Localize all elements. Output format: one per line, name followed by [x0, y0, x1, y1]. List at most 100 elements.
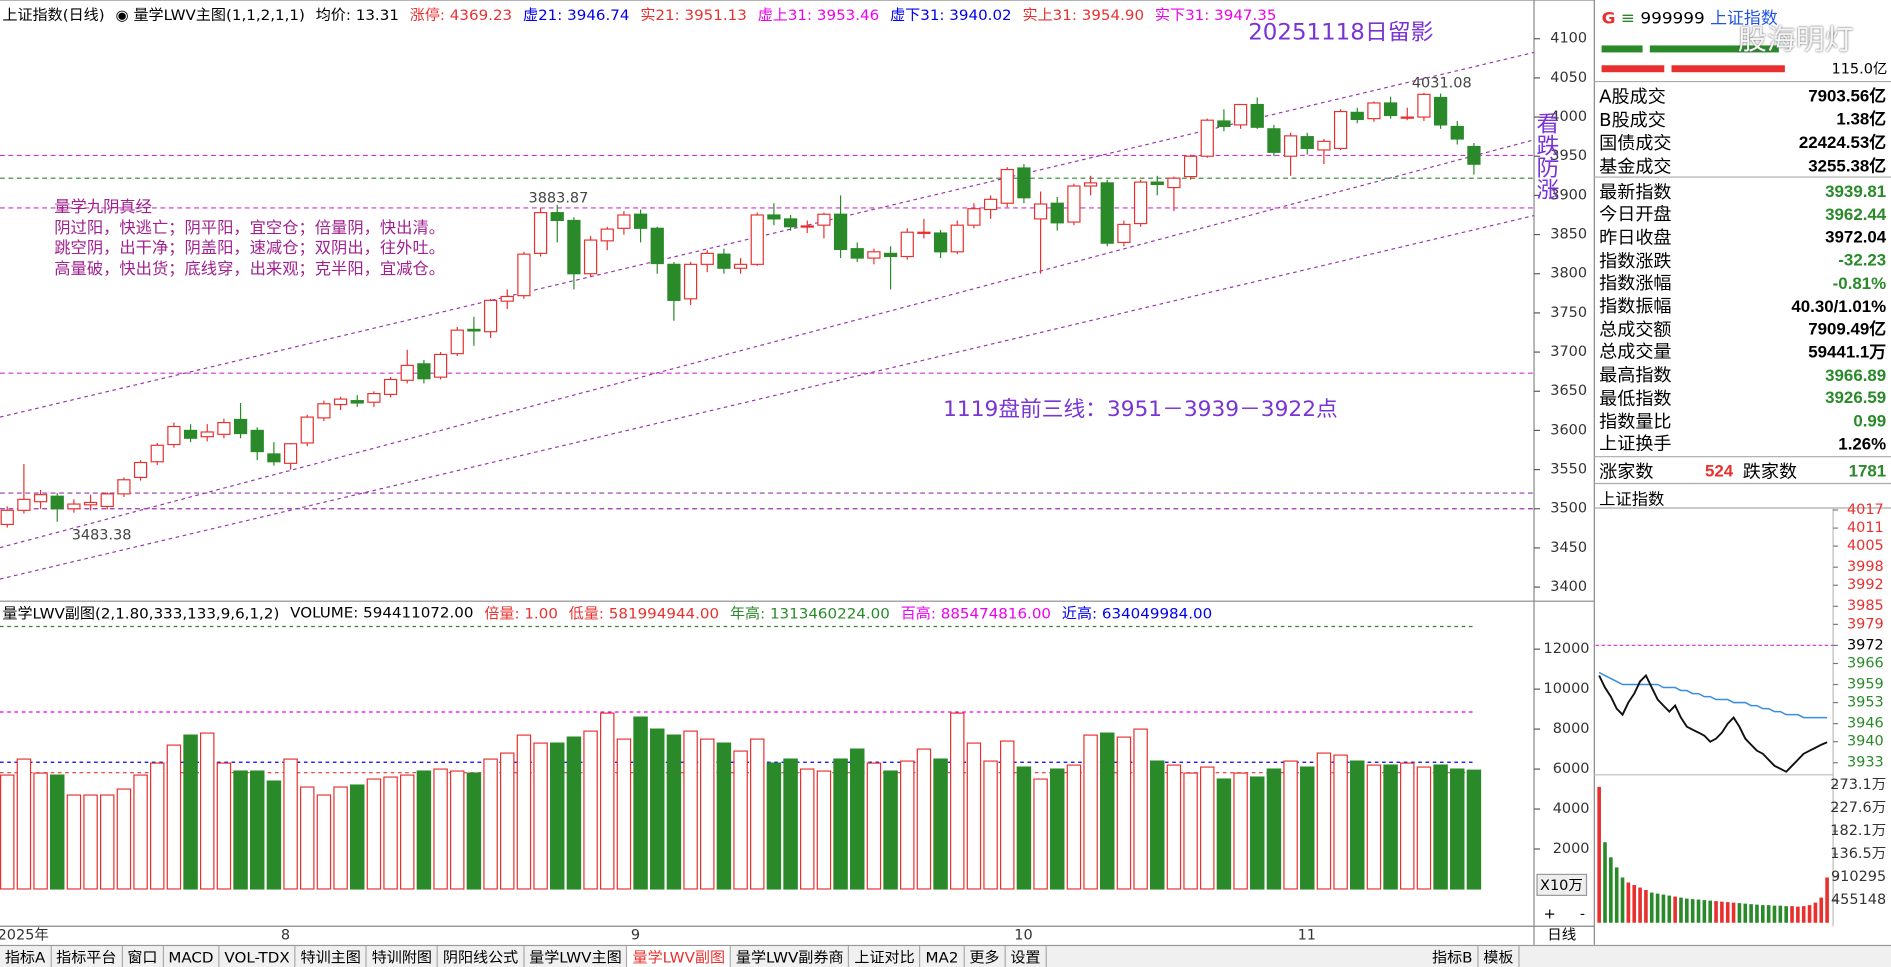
candle-body — [800, 225, 814, 228]
intraday-volume — [1778, 905, 1783, 923]
volume-bar — [1400, 762, 1415, 890]
candle-body — [200, 431, 214, 438]
candle-body — [167, 425, 181, 446]
candle-body — [267, 453, 281, 463]
volume-bar — [1433, 764, 1448, 890]
tab[interactable]: 更多 — [964, 946, 1006, 967]
volume-bar — [1200, 766, 1215, 890]
volume-bar — [816, 770, 832, 890]
y-tick-label: 3979 — [1847, 616, 1884, 632]
trend-line — [0, 51, 1535, 418]
tab[interactable]: 窗口 — [123, 946, 164, 967]
volume-bar — [733, 750, 748, 890]
volume-bar — [300, 786, 315, 890]
row-value: 40.30/1.01% — [1791, 296, 1887, 316]
tab[interactable]: 特训主图 — [296, 946, 367, 967]
tab[interactable]: 量学LWV主图 — [524, 946, 628, 967]
volume-bar — [1033, 778, 1048, 890]
candle-body — [1283, 135, 1298, 157]
scripture-line: 阴过阳，快逃亡；阴平阳，宜空仓；倍量阴，快出清。 — [54, 218, 446, 238]
row-label: 上证换手 — [1599, 433, 1672, 455]
y-tick-label: 4100 — [1550, 31, 1587, 47]
volume-bar — [616, 738, 632, 890]
tab[interactable]: 指标A — [0, 946, 52, 967]
candle-body — [1433, 96, 1448, 126]
volume-bar — [133, 774, 148, 890]
legend-item: 虚上31: 3953.46 — [757, 5, 880, 23]
period-button[interactable]: 日线 — [1547, 927, 1576, 944]
tab[interactable]: MA2 — [921, 946, 965, 967]
vertical-note: 看跌防涨 — [1532, 111, 1560, 201]
tab[interactable]: 量学LWV副券商 — [731, 946, 850, 967]
index-row: 最高指数 3966.89 — [1599, 363, 1886, 386]
turnover-row: 基金成交 3255.38亿 — [1599, 154, 1886, 177]
volume-legend: 量学LWV副图(2,1.80,333,133,9,6,1,2) VOLUME: 5… — [2, 601, 1212, 622]
name: 上证指数 — [1710, 9, 1778, 28]
y-tick-label: 10000 — [1544, 681, 1590, 697]
candle-body — [1033, 203, 1048, 220]
volume-bar — [216, 762, 232, 890]
spacer — [1520, 946, 1891, 967]
volume-bar — [916, 748, 932, 890]
tab[interactable]: VOL-TDX — [220, 946, 296, 967]
tab[interactable]: 指标平台 — [51, 946, 123, 967]
tab[interactable]: 上证对比 — [850, 946, 921, 967]
tab[interactable]: 指标B — [1427, 946, 1479, 967]
candle-body — [1050, 202, 1064, 224]
row-value: 3972.04 — [1825, 227, 1887, 247]
volume-bar — [833, 758, 848, 890]
volume-bar — [1016, 766, 1032, 890]
candle-body — [1067, 185, 1081, 223]
tab[interactable]: 特训附图 — [367, 946, 439, 967]
row-label: 总成交量 — [1599, 341, 1672, 363]
volume-bar — [350, 784, 365, 890]
y-tick-label: 3800 — [1550, 266, 1587, 282]
candle-body — [1233, 103, 1248, 126]
volume-bar — [83, 794, 98, 890]
x-tick-label: 8 — [281, 928, 290, 944]
volume-bar — [1333, 754, 1348, 890]
legend-item: 虚下31: 3940.02 — [890, 5, 1012, 23]
trend-line — [0, 214, 1535, 580]
volume-bar — [966, 742, 982, 890]
intraday-volume — [1685, 898, 1689, 923]
volume-bar — [566, 736, 582, 890]
y-tick-label: 3950 — [1550, 148, 1587, 164]
tab[interactable]: MACD — [164, 946, 220, 967]
volume-bar — [1283, 760, 1298, 890]
candle-body — [500, 295, 514, 302]
index-row: 指数涨跌 -32.23 — [1599, 248, 1886, 271]
volume-bar — [783, 758, 798, 890]
intraday-volume — [1644, 890, 1648, 923]
candle-body — [917, 231, 931, 234]
avg-line — [1598, 671, 1828, 719]
candle-body — [1200, 119, 1214, 157]
volume-bar — [1266, 768, 1282, 890]
toolbar: 指标A 指标平台 窗口 MACD VOL-TDX 特训主图 特训附图 阴阳线公式 量学LWV主图… — [0, 944, 1891, 967]
y-tick-label: 3972 — [1847, 638, 1884, 654]
intraday-volume — [1649, 892, 1654, 923]
intraday-volume — [1702, 900, 1707, 923]
intraday-volume — [1819, 897, 1824, 923]
zoom-out[interactable]: - — [1580, 907, 1585, 923]
y-tick-label: 6000 — [1553, 761, 1590, 777]
tab[interactable]: 模板 — [1479, 946, 1520, 967]
row-label: 指数涨跌 — [1599, 250, 1672, 271]
index-row: 今日开盘 3962.44 — [1599, 202, 1886, 225]
tab[interactable]: 阴阳线公式 — [438, 946, 525, 967]
row-value: 7909.49亿 — [1808, 319, 1887, 339]
menu-icon[interactable]: ≡ — [1620, 9, 1635, 28]
zoom-in[interactable]: + — [1544, 907, 1556, 923]
tab[interactable]: 量学LWV副图 — [627, 946, 732, 967]
y-tick-label: 3940 — [1847, 734, 1884, 750]
intraday-volume — [1766, 905, 1771, 923]
y-tick-label: 3500 — [1550, 501, 1587, 517]
candle-body — [1100, 182, 1114, 244]
volume-bar — [316, 794, 332, 890]
tab[interactable]: 设置 — [1006, 946, 1047, 967]
candle-body — [683, 263, 698, 300]
volume-bar — [1050, 768, 1065, 890]
y-tick-label: 4050 — [1550, 70, 1587, 86]
candle-body — [667, 263, 681, 301]
volume-bar — [1116, 736, 1132, 890]
